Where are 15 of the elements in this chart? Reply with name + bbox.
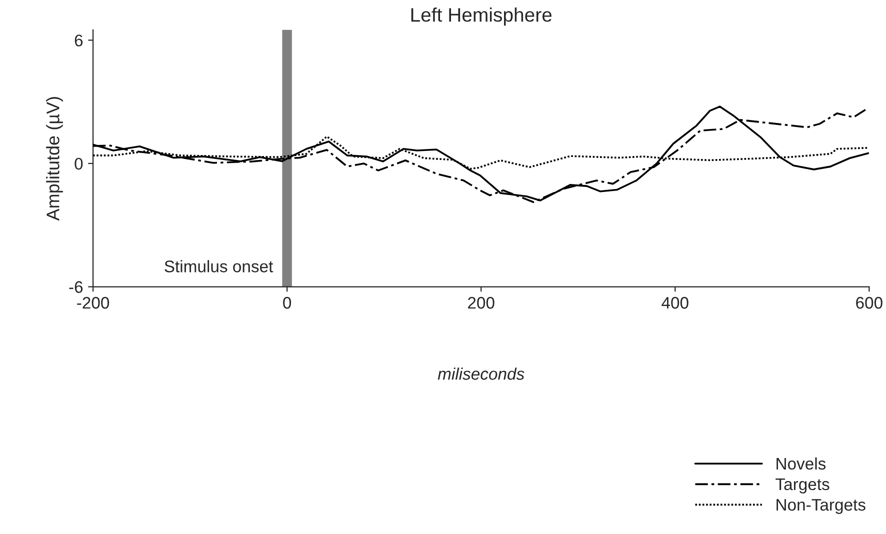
x-tick-label: 600: [856, 296, 882, 309]
chart-title: Left Hemisphere: [411, 7, 552, 26]
legend-label: Non-Targets: [776, 499, 866, 514]
x-tick-label: 200: [468, 296, 494, 309]
y-tick-label: -6: [69, 281, 83, 293]
x-axis-title: miliseconds: [438, 368, 524, 380]
ref-line-label: Stimulus onset: [164, 260, 274, 272]
y-axis-title: Amplitutde (µV): [46, 97, 63, 221]
x-tick-label: -200: [77, 296, 110, 309]
x-tick-label: 0: [283, 296, 292, 309]
legend-label: Targets: [776, 478, 830, 494]
y-tick-label: 0: [74, 158, 83, 170]
legend-label: Novels: [776, 457, 826, 470]
x-tick-label: 400: [662, 296, 688, 309]
y-tick-label: 6: [74, 34, 83, 46]
